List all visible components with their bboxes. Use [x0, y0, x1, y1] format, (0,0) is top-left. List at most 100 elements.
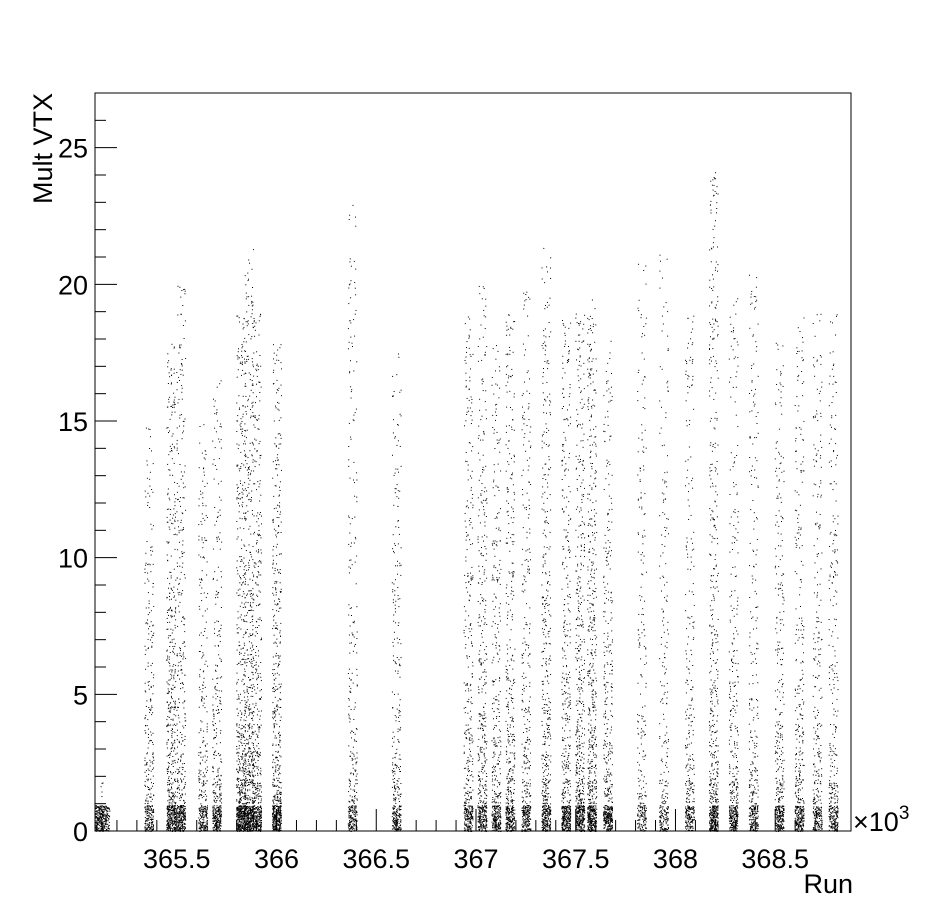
- data-point: [252, 687, 253, 689]
- data-point: [169, 754, 171, 756]
- data-point: [242, 768, 244, 770]
- data-point: [248, 567, 250, 568]
- data-point: [145, 818, 147, 820]
- data-point: [250, 818, 252, 820]
- data-point: [182, 616, 184, 618]
- data-point: [103, 814, 105, 816]
- data-point: [273, 806, 275, 808]
- data-point: [248, 760, 250, 762]
- data-point: [149, 471, 151, 473]
- data-point: [174, 742, 176, 744]
- data-point: [148, 742, 150, 744]
- data-point: [245, 816, 247, 818]
- data-point: [275, 460, 277, 462]
- data-point: [148, 681, 150, 682]
- data-point: [259, 805, 261, 807]
- data-point: [172, 799, 173, 801]
- data-point: [251, 809, 253, 811]
- data-point: [253, 249, 254, 251]
- data-point: [204, 537, 206, 539]
- data-point: [105, 819, 107, 820]
- data-point: [180, 816, 182, 818]
- data-point: [184, 717, 186, 719]
- data-point: [199, 808, 201, 809]
- data-point: [201, 809, 203, 810]
- data-point: [279, 794, 281, 795]
- data-point: [174, 806, 176, 807]
- data-point: [172, 824, 174, 826]
- data-point: [274, 784, 276, 786]
- data-point: [217, 709, 219, 711]
- data-point: [253, 828, 255, 830]
- data-point: [173, 664, 175, 666]
- data-point: [201, 805, 203, 807]
- data-point: [173, 508, 175, 510]
- data-point: [167, 559, 169, 561]
- data-point: [152, 583, 154, 584]
- data-point: [252, 815, 254, 816]
- data-point: [171, 411, 173, 413]
- data-point: [184, 826, 185, 828]
- data-point: [258, 334, 260, 336]
- data-point: [247, 487, 249, 488]
- data-point: [149, 740, 151, 742]
- data-point: [249, 820, 251, 822]
- data-point: [215, 817, 217, 819]
- data-point: [216, 795, 218, 797]
- data-point: [275, 685, 277, 687]
- data-point: [184, 770, 186, 772]
- data-point: [252, 513, 253, 515]
- data-point: [245, 793, 247, 795]
- data-point: [185, 808, 187, 810]
- data-point: [258, 810, 260, 812]
- data-point: [236, 813, 238, 815]
- data-point: [244, 692, 246, 694]
- data-point: [170, 750, 172, 752]
- data-point: [107, 827, 109, 829]
- data-point: [243, 464, 245, 466]
- data-point: [152, 463, 154, 465]
- data-point: [279, 825, 281, 827]
- data-point: [106, 814, 108, 816]
- data-point: [278, 387, 280, 389]
- data-point: [257, 512, 259, 514]
- data-point: [168, 827, 169, 829]
- data-point: [245, 659, 247, 661]
- data-point: [248, 751, 250, 753]
- data-point: [245, 763, 247, 765]
- data-point: [101, 813, 102, 814]
- data-point: [144, 653, 146, 655]
- data-point: [252, 361, 253, 363]
- data-point: [273, 828, 275, 830]
- data-point: [248, 296, 250, 298]
- data-point: [151, 707, 153, 708]
- data-point: [242, 753, 243, 755]
- data-point: [173, 811, 175, 813]
- data-point: [257, 650, 259, 652]
- data-point: [167, 782, 169, 783]
- data-point: [168, 810, 169, 812]
- data-point: [276, 672, 278, 674]
- data-point: [177, 565, 178, 567]
- data-point: [152, 712, 154, 714]
- data-point: [206, 769, 208, 771]
- data-point: [247, 797, 249, 799]
- data-point: [243, 642, 245, 644]
- data-point: [243, 557, 245, 559]
- data-point: [239, 790, 240, 792]
- data-point: [243, 797, 245, 799]
- data-point: [148, 819, 150, 821]
- data-point: [204, 811, 206, 813]
- data-point: [204, 829, 206, 831]
- data-point: [247, 798, 249, 800]
- data-point: [174, 762, 176, 764]
- data-point: [220, 659, 222, 661]
- data-point: [253, 562, 255, 564]
- data-point: [242, 803, 244, 805]
- data-point: [173, 372, 175, 374]
- data-point: [166, 827, 168, 829]
- data-point: [181, 620, 183, 622]
- data-point: [247, 823, 249, 825]
- data-point: [248, 726, 250, 727]
- data-point: [167, 811, 169, 813]
